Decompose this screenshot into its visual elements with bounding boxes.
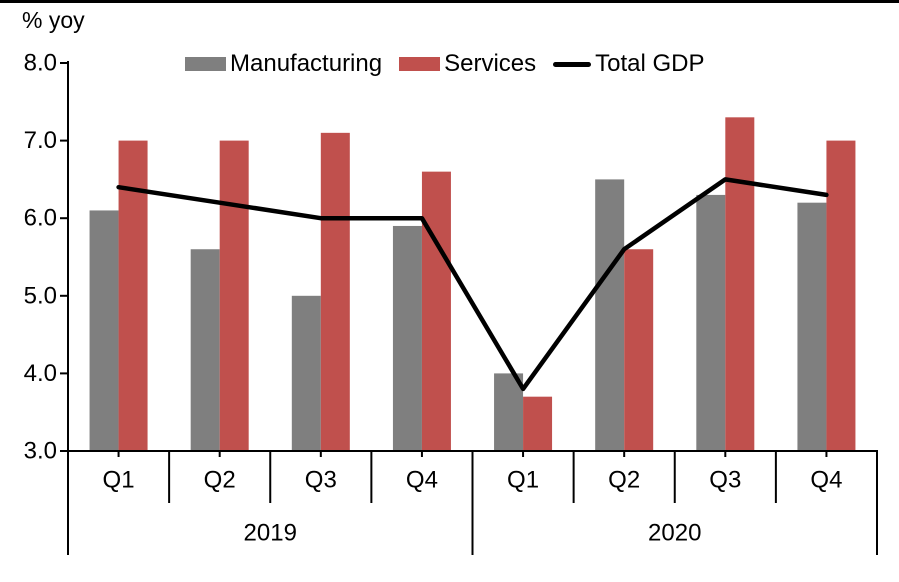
x-category-label-q2-2020: Q2 <box>608 467 640 494</box>
bar-manufacturing-q3-2019 <box>291 295 321 451</box>
legend-item-manufacturing: Manufacturing <box>185 50 382 78</box>
legend-label-manufacturing: Manufacturing <box>230 50 383 77</box>
bar-manufacturing-q3-2020 <box>696 194 726 452</box>
bar-manufacturing-q1-2019 <box>89 210 119 451</box>
bar-services-q3-2020 <box>725 117 755 451</box>
y-tick-label-6.0: 6.0 <box>24 205 57 232</box>
x-year-label-2020: 2020 <box>648 520 701 547</box>
y-tick-label-5.0: 5.0 <box>24 282 57 309</box>
legend: Manufacturing Services Total GDP <box>185 50 705 78</box>
legend-swatch-manufacturing-icon <box>185 57 226 71</box>
bar-services-q2-2019 <box>219 140 249 451</box>
x-year-label-2019: 2019 <box>244 520 297 547</box>
y-axis-title: % yoy <box>22 7 85 33</box>
bar-services-q3-2019 <box>320 132 350 451</box>
top-border-rule <box>0 0 899 3</box>
y-tick-label-8.0: 8.0 <box>24 50 57 77</box>
bar-manufacturing-q2-2019 <box>190 249 220 451</box>
x-category-label-q3-2019: Q3 <box>305 467 337 494</box>
bar-services-q4-2020 <box>826 140 856 451</box>
x-category-label-q4-2019: Q4 <box>406 467 438 494</box>
y-tick-label-3.0: 3.0 <box>24 438 57 465</box>
x-category-label-q3-2020: Q3 <box>709 467 741 494</box>
x-category-label-q1-2019: Q1 <box>103 467 135 494</box>
x-category-label-q1-2020: Q1 <box>507 467 539 494</box>
y-tick-label-7.0: 7.0 <box>24 127 57 154</box>
legend-swatch-total-gdp-icon <box>553 61 592 67</box>
bar-manufacturing-q2-2020 <box>595 179 625 451</box>
legend-label-services: Services <box>444 50 537 77</box>
bar-manufacturing-q4-2020 <box>797 202 827 451</box>
legend-swatch-services-icon <box>399 57 441 71</box>
bar-manufacturing-q4-2019 <box>392 225 422 451</box>
legend-item-services: Services <box>399 50 536 78</box>
bar-services-q2-2020 <box>624 249 654 451</box>
bar-manufacturing-q1-2020 <box>494 373 524 451</box>
bar-services-q4-2019 <box>421 171 451 451</box>
line-total-gdp <box>116 177 829 392</box>
y-tick-label-4.0: 4.0 <box>24 360 57 387</box>
x-category-label-q4-2020: Q4 <box>810 467 842 494</box>
legend-item-total-gdp: Total GDP <box>553 50 705 78</box>
x-category-label-q2-2019: Q2 <box>204 467 236 494</box>
legend-label-total-gdp: Total GDP <box>595 50 705 77</box>
bar-services-q1-2020 <box>523 396 553 451</box>
